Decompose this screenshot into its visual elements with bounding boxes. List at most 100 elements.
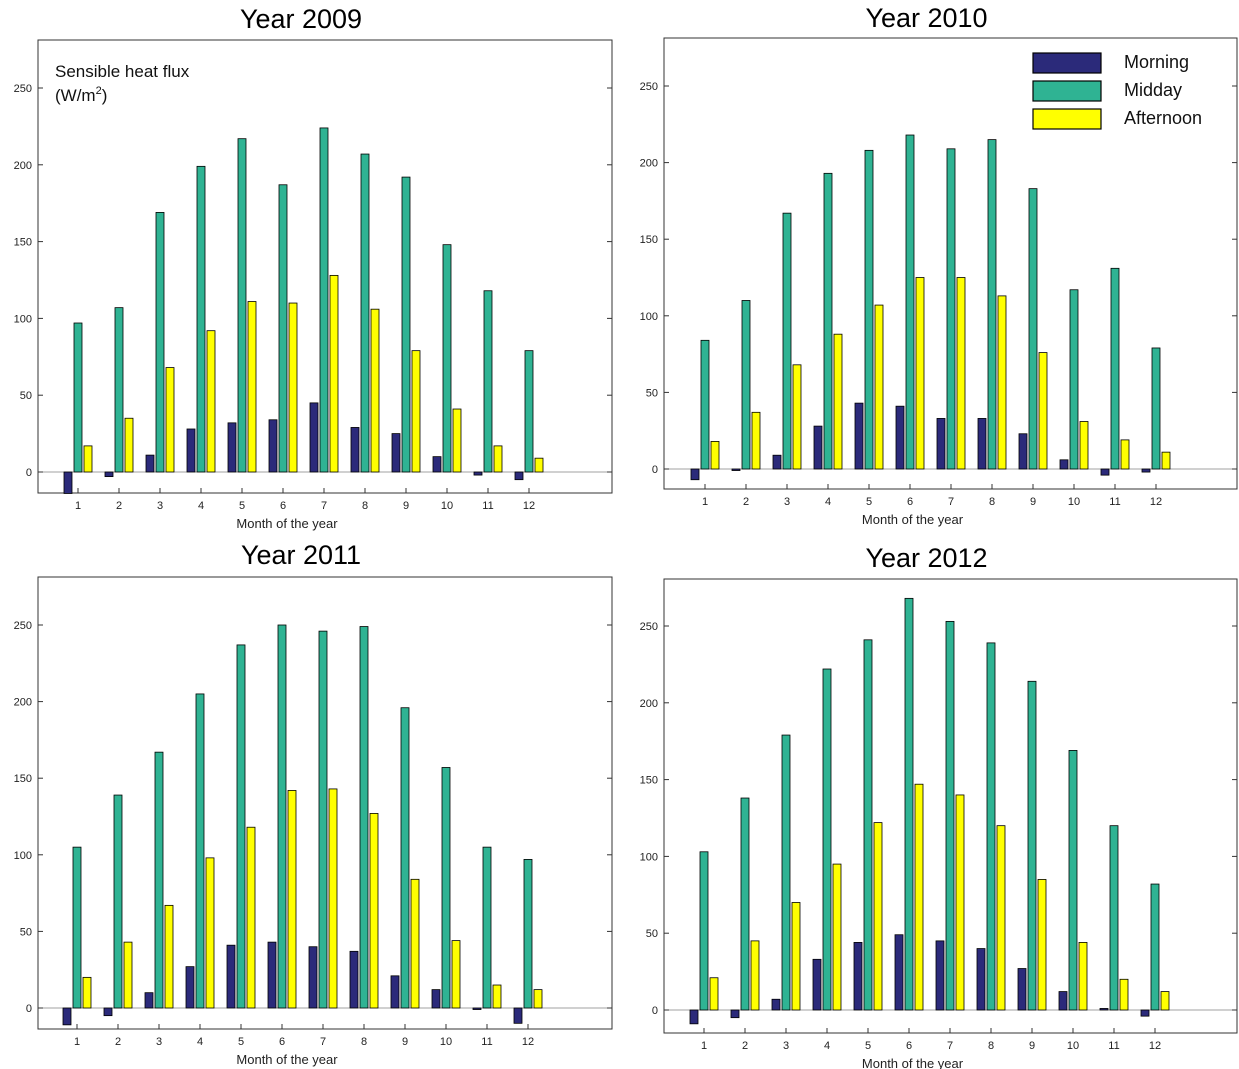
- bar-morning-month-2: [103, 1007, 113, 1017]
- x-tick-label: 4: [825, 496, 831, 508]
- bar-afternoon-month-6: [914, 783, 924, 1011]
- bar-midday-month-9: [400, 707, 410, 1009]
- x-tick-label: 10: [441, 500, 453, 512]
- y-tick-label: 250: [640, 621, 658, 633]
- unit-base: (W/m: [55, 86, 96, 105]
- bar-morning-month-11: [1099, 1008, 1109, 1011]
- x-tick-label: 8: [989, 496, 995, 508]
- y-tick-label: 0: [652, 464, 658, 476]
- bar-afternoon-month-12: [533, 989, 543, 1009]
- bar-midday-month-11: [482, 846, 492, 1009]
- y-axis-label: Sensible heat flux: [55, 62, 190, 81]
- bar-afternoon-month-2: [123, 941, 133, 1009]
- bar-midday-month-6: [278, 184, 288, 473]
- bar-afternoon-month-8: [369, 813, 379, 1009]
- bar-midday-month-2: [113, 794, 123, 1009]
- legend-swatch-midday: [1032, 80, 1102, 102]
- x-tick-label: 3: [784, 496, 790, 508]
- x-tick-label: 9: [402, 1036, 408, 1048]
- bar-morning-month-3: [772, 454, 782, 470]
- bar-afternoon-month-9: [410, 878, 420, 1009]
- y-axis-unit: (W/m2): [55, 85, 107, 105]
- bar-midday-month-1: [73, 322, 83, 473]
- x-tick-label: 6: [907, 496, 913, 508]
- bar-morning-month-5: [226, 944, 236, 1009]
- bar-midday-month-2: [740, 797, 750, 1011]
- x-tick-label: 12: [1150, 496, 1162, 508]
- bar-midday-month-12: [523, 858, 533, 1009]
- bar-afternoon-month-1: [710, 441, 720, 470]
- bar-morning-month-10: [432, 456, 442, 473]
- bar-afternoon-month-1: [82, 976, 92, 1009]
- bar-afternoon-month-6: [287, 790, 297, 1009]
- y-tick-label: 250: [14, 620, 32, 632]
- x-tick-label: 2: [742, 1040, 748, 1052]
- bar-midday-month-3: [782, 212, 792, 470]
- bar-afternoon-month-2: [751, 411, 761, 470]
- bar-afternoon-month-7: [329, 274, 339, 473]
- bar-afternoon-month-11: [1119, 978, 1129, 1011]
- bar-midday-month-10: [1069, 289, 1079, 470]
- chart-title: Year 2009: [240, 4, 362, 34]
- chart-title: Year 2011: [241, 540, 361, 570]
- x-tick-label: 7: [321, 500, 327, 512]
- bar-afternoon-month-11: [1120, 439, 1130, 470]
- bar-afternoon-month-5: [247, 301, 257, 473]
- bar-midday-month-4: [195, 693, 205, 1009]
- bar-midday-month-2: [114, 307, 124, 473]
- bar-morning-month-6: [894, 934, 904, 1011]
- bar-midday-month-5: [863, 639, 873, 1011]
- y-tick-label: 250: [640, 81, 658, 93]
- bar-morning-month-3: [144, 992, 154, 1009]
- bar-afternoon-month-7: [956, 277, 966, 470]
- bar-midday-month-9: [401, 176, 411, 473]
- bar-morning-month-7: [308, 946, 318, 1009]
- y-tick-label: 0: [652, 1005, 658, 1017]
- x-tick-label: 7: [947, 1040, 953, 1052]
- x-tick-label: 7: [320, 1036, 326, 1048]
- bar-afternoon-month-10: [1078, 942, 1088, 1011]
- legend-label-afternoon: Afternoon: [1124, 108, 1202, 128]
- bar-morning-month-10: [431, 989, 441, 1009]
- x-tick-label: 6: [280, 500, 286, 512]
- x-tick-label: 3: [156, 1036, 162, 1048]
- bar-afternoon-month-5: [873, 822, 883, 1011]
- bar-midday-month-9: [1028, 188, 1038, 470]
- bar-morning-month-1: [690, 468, 700, 481]
- x-axis-label: Month of the year: [236, 516, 338, 531]
- bar-afternoon-month-10: [452, 408, 462, 473]
- bar-morning-month-2: [730, 1009, 740, 1019]
- bar-morning-month-12: [1140, 1009, 1150, 1017]
- bar-midday-month-7: [946, 148, 956, 470]
- bar-midday-month-3: [154, 751, 164, 1009]
- bar-afternoon-month-3: [165, 367, 175, 473]
- legend-label-midday: Midday: [1124, 80, 1182, 100]
- x-tick-label: 10: [1068, 496, 1080, 508]
- legend-swatch-afternoon: [1032, 108, 1102, 130]
- bar-morning-month-12: [513, 1007, 523, 1024]
- bar-midday-month-3: [155, 212, 165, 473]
- bar-afternoon-month-11: [493, 445, 503, 473]
- bar-midday-month-5: [237, 138, 247, 473]
- x-tick-label: 12: [522, 1036, 534, 1048]
- x-tick-label: 11: [1109, 496, 1120, 508]
- x-tick-label: 10: [440, 1036, 452, 1048]
- x-tick-label: 10: [1067, 1040, 1079, 1052]
- bar-morning-month-4: [813, 425, 823, 470]
- y-tick-label: 150: [640, 775, 658, 787]
- x-axis-label: Month of the year: [236, 1052, 338, 1067]
- bar-midday-month-11: [1109, 825, 1119, 1011]
- bar-midday-month-2: [741, 300, 751, 470]
- x-tick-label: 1: [701, 1040, 707, 1052]
- bar-morning-month-12: [514, 471, 524, 481]
- x-tick-label: 12: [523, 500, 535, 512]
- bar-midday-month-12: [524, 350, 534, 473]
- bar-morning-month-6: [895, 405, 905, 470]
- bar-midday-month-11: [1110, 267, 1120, 470]
- bar-morning-month-10: [1058, 991, 1068, 1011]
- bar-afternoon-month-4: [206, 330, 216, 473]
- y-tick-label: 100: [14, 850, 32, 862]
- bar-morning-month-11: [473, 471, 483, 476]
- bar-midday-month-1: [72, 846, 82, 1009]
